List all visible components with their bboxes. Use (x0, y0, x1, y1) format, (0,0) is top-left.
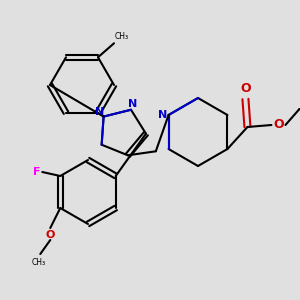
Text: N: N (95, 106, 104, 117)
Text: O: O (46, 230, 55, 240)
Text: O: O (240, 82, 251, 95)
Text: CH₃: CH₃ (31, 258, 45, 267)
Text: O: O (273, 118, 284, 131)
Text: N: N (128, 99, 138, 109)
Text: N: N (158, 110, 167, 120)
Text: CH₃: CH₃ (115, 32, 129, 41)
Text: F: F (33, 167, 40, 177)
